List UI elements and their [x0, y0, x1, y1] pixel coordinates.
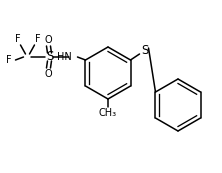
Text: F: F	[35, 34, 40, 44]
Text: CH₃: CH₃	[99, 108, 117, 118]
Text: F: F	[6, 55, 11, 65]
Text: S: S	[46, 51, 53, 63]
Text: S: S	[141, 43, 148, 57]
Text: HN: HN	[57, 52, 71, 62]
Text: O: O	[45, 35, 52, 45]
Text: F: F	[15, 34, 20, 44]
Text: O: O	[45, 69, 52, 79]
